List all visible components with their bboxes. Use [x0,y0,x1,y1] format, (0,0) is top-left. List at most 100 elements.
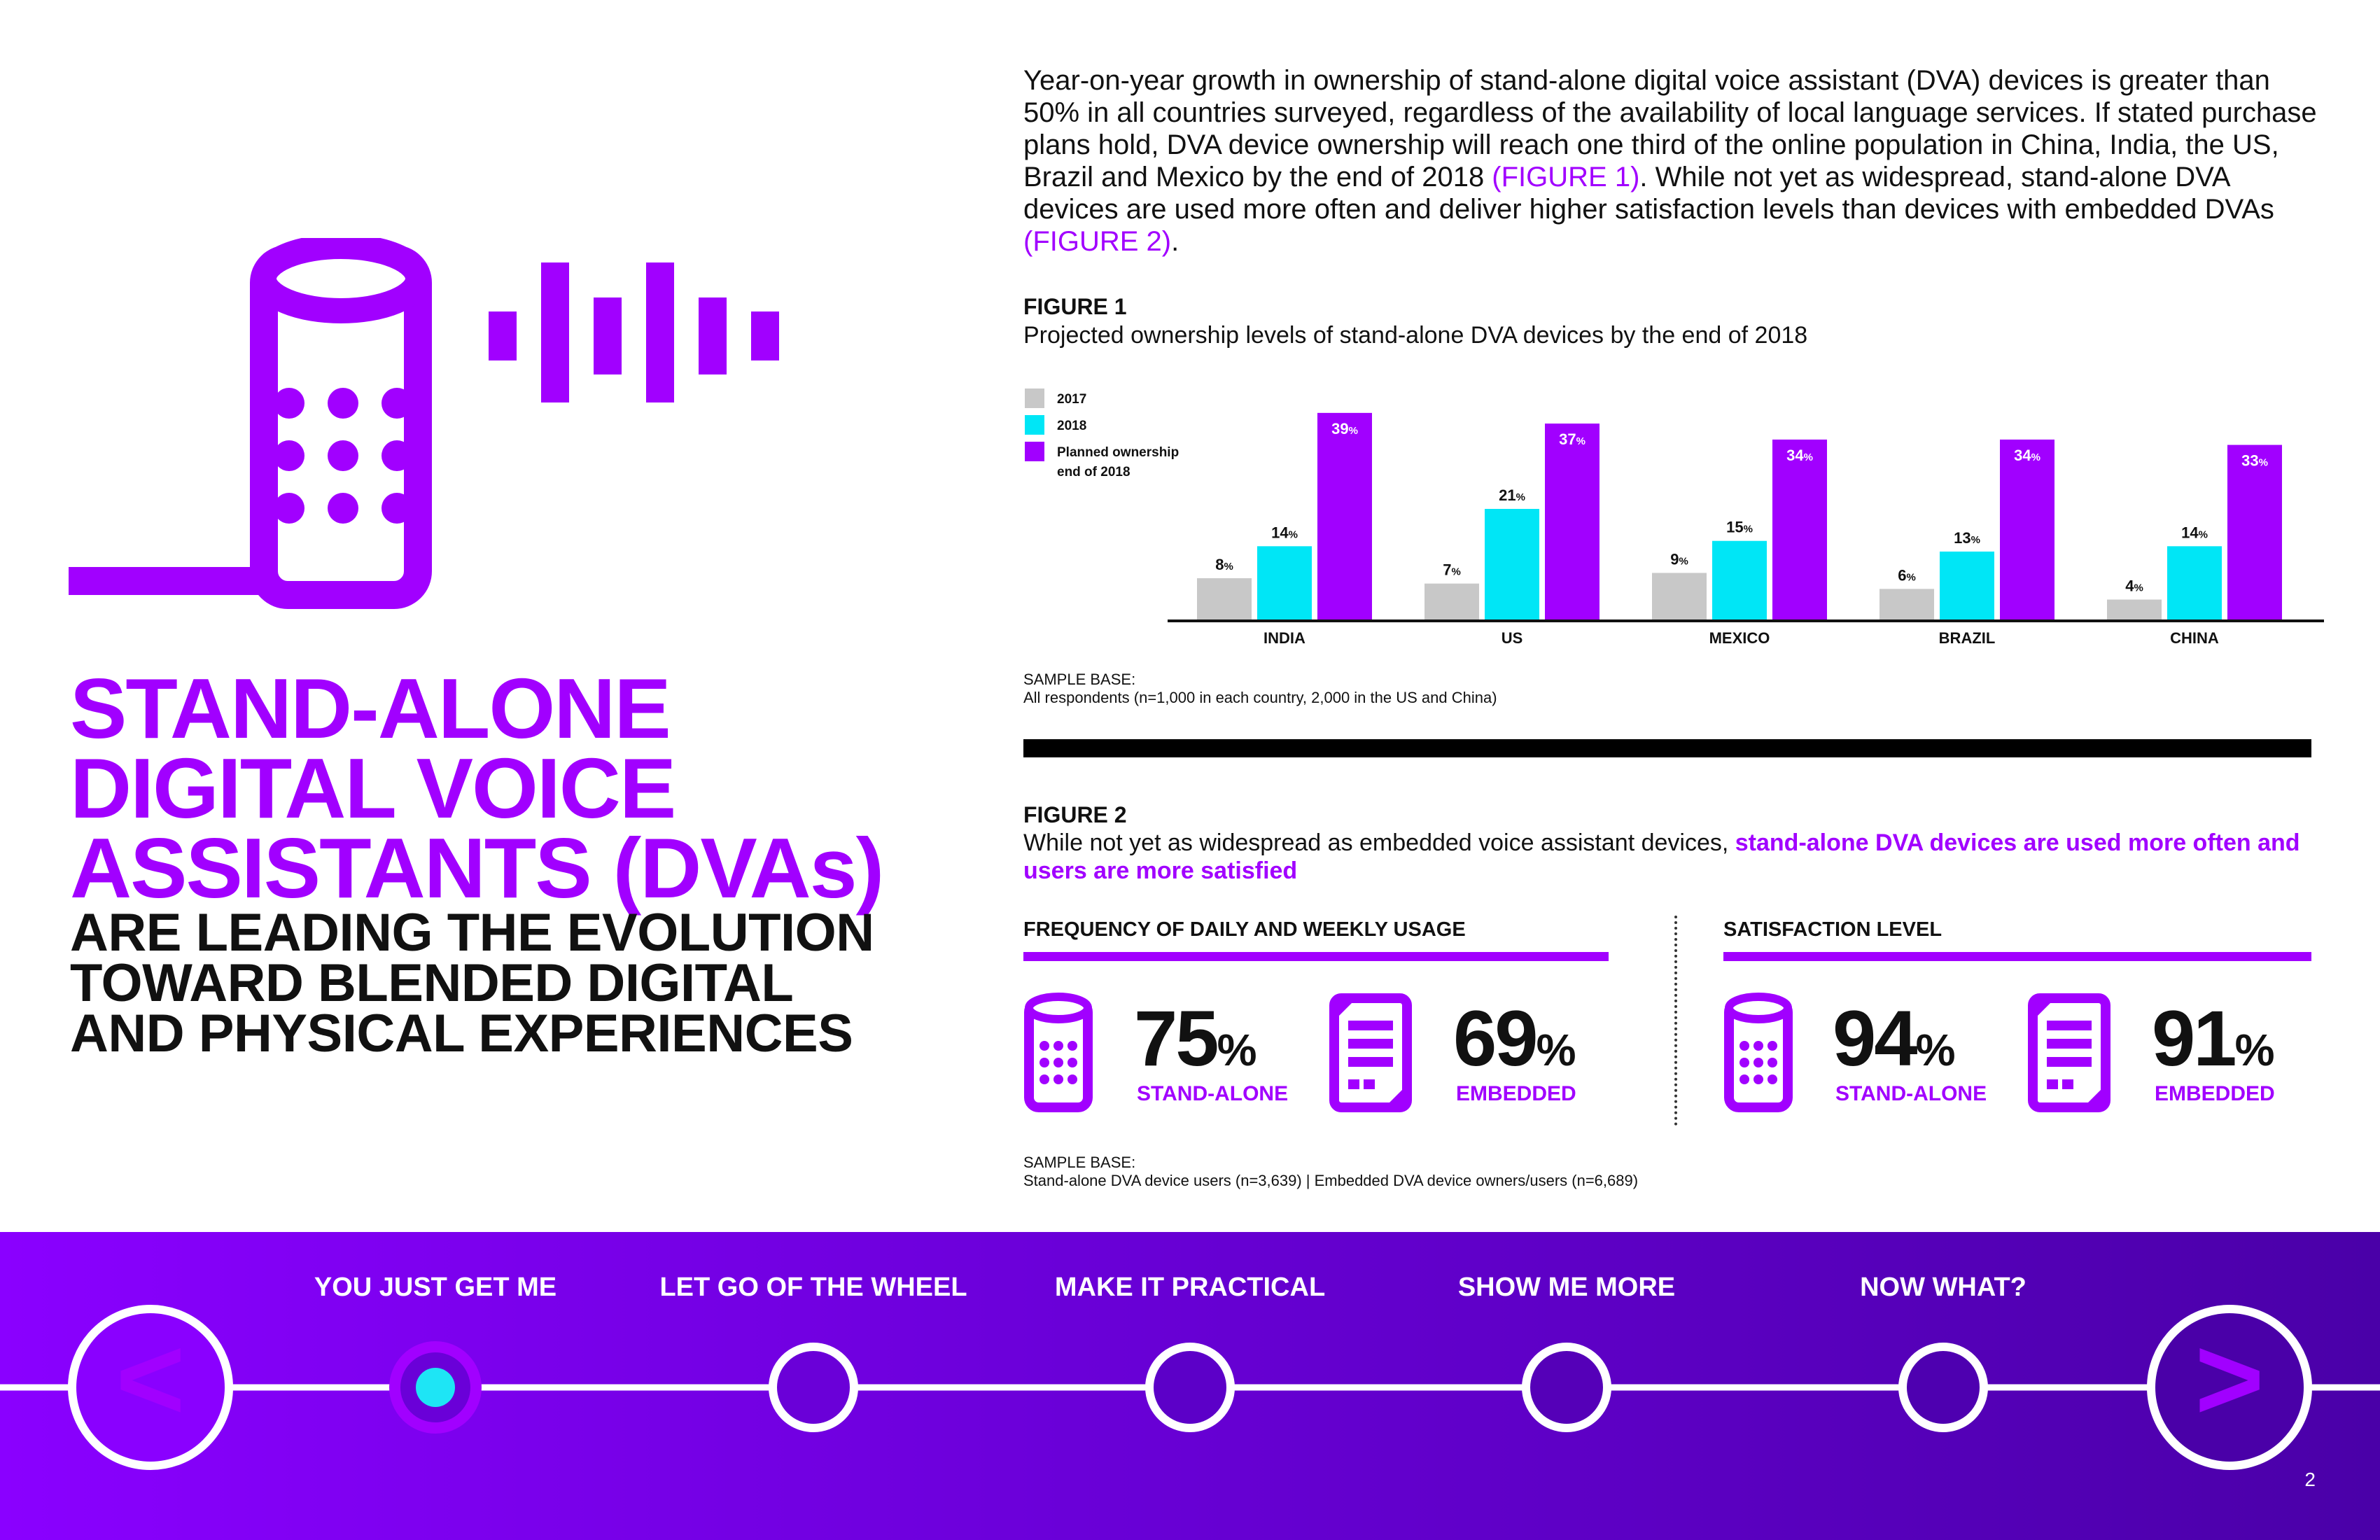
sound-wave-icon [489,262,779,402]
figure-2-sample-base-text: Stand-alone DVA device users (n=3,639) |… [1023,1172,1639,1189]
nav-node-2[interactable] [769,1343,858,1432]
data-label: 21% [1499,486,1525,504]
bar-us-planned [1545,424,1600,621]
legend-swatch-0 [1025,388,1044,408]
bar-india-2018 [1257,546,1312,621]
stat-frequency-embedded-value: 69% [1453,995,1576,1082]
bar-china-2018 [2167,546,2222,621]
nav-node-3[interactable] [1145,1343,1235,1432]
data-label: 15% [1726,519,1753,536]
headline-line-3: ASSISTANTS (DVAs) [70,820,884,916]
frequency-heading: FREQUENCY OF DAILY AND WEEKLY USAGE [1023,918,1466,941]
figure-2-link[interactable]: (FIGURE 2) [1023,226,1172,257]
headline-line-1: STAND-ALONE [70,661,671,756]
nav-node-1[interactable] [389,1341,482,1434]
category-label-mexico: MEXICO [1709,629,1770,647]
speaker-illustration [69,238,779,609]
figure-2-sample-base-label: SAMPLE BASE: [1023,1154,1136,1171]
data-label: 7% [1443,561,1461,579]
bar-brazil-planned [2000,439,2054,621]
data-label: 34% [2014,447,2040,464]
nav-item-show-me-more[interactable]: SHOW ME MORE [1457,1273,1676,1302]
category-label-us: US [1502,629,1523,647]
section-divider-bar [1023,739,2311,757]
intro-text-1: Year-on-year growth in ownership of stan… [1023,65,2317,192]
data-label: 4% [2125,578,2143,595]
stat-satisfaction-embedded-label: EMBEDDED [2155,1082,2275,1105]
navigation-timeline: < > [0,1305,2380,1470]
figure-2-subtitle-highlight: stand-alone DVA devices are used more of… [1023,830,2300,884]
chevron-left-icon: < [115,1312,185,1446]
figure-1-sample-base-text: All respondents (n=1,000 in each country… [1023,689,1497,706]
data-label: 13% [1954,529,1980,547]
page-number: 2 [2304,1469,2316,1490]
data-label: 33% [2241,452,2268,470]
nav-item-let-go-of-the-wheel[interactable]: LET GO OF THE WHEEL [659,1273,967,1302]
figure-1-subtitle: Projected ownership levels of stand-alon… [1023,322,1808,349]
bar-india-planned [1317,412,1372,621]
smart-speaker-icon [250,238,432,609]
category-label-india: INDIA [1264,629,1306,647]
legend-swatch-2 [1025,442,1044,461]
subheadline-line-2: TOWARD BLENDED DIGITAL [70,953,794,1013]
data-label: 8% [1215,556,1233,573]
bar-india-2017 [1197,578,1252,621]
bar-us-2018 [1485,509,1539,621]
stat-satisfaction-standalone-label: STAND-ALONE [1835,1082,1987,1105]
bar-mexico-2017 [1652,573,1707,621]
headline-line-2: DIGITAL VOICE [70,741,676,836]
figure-2-label: FIGURE 2 [1023,802,1127,827]
nav-node-5[interactable] [1898,1343,1988,1432]
stat-frequency-embedded-label: EMBEDDED [1456,1082,1576,1105]
bar-mexico-planned [1772,439,1827,621]
stat-frequency-standalone-value: 75% [1134,995,1257,1082]
figure-1-label: FIGURE 1 [1023,294,1127,319]
nav-node-4[interactable] [1522,1343,1611,1432]
figure-1-sample-base-label: SAMPLE BASE: [1023,671,1136,688]
data-label: 34% [1786,447,1813,464]
figure-2-subtitle: While not yet as widespread as embedded … [1023,829,2318,885]
prev-page-button[interactable]: < [68,1305,233,1470]
subheadline-line-1: ARE LEADING THE EVOLUTION [70,903,874,962]
stat-satisfaction-standalone-value: 94% [1833,995,1956,1082]
data-label: 39% [1331,420,1358,438]
bar-china-2017 [2107,599,2162,621]
intro-text-3: . [1171,226,1180,257]
nav-item-now-what[interactable]: NOW WHAT? [1860,1273,2026,1302]
nav-item-make-it-practical[interactable]: MAKE IT PRACTICAL [1054,1273,1326,1302]
bar-brazil-2017 [1879,589,1934,621]
figure-1-link[interactable]: (FIGURE 1) [1492,162,1640,192]
smart-speaker-icon [1024,993,1093,1112]
category-label-brazil: BRAZIL [1939,629,1996,647]
frequency-rule [1023,952,1609,961]
embedded-device-icon [2028,993,2110,1112]
bar-mexico-2018 [1712,540,1767,621]
satisfaction-heading: SATISFACTION LEVEL [1723,918,1942,941]
data-label: 6% [1898,566,1916,584]
legend-label-2: Planned ownership [1057,445,1179,460]
data-label: 14% [2181,524,2208,541]
legend-label-1: 2018 [1057,419,1086,433]
ownership-bar-chart: 2017 2018 Planned ownership end of 2018 8% 1… [1025,388,2324,647]
panel-divider [1674,916,1677,1126]
chart-legend: 2017 2018 Planned ownership end of 2018 [1025,388,1179,479]
data-label: 14% [1271,524,1298,541]
next-page-button[interactable]: > [2147,1305,2312,1470]
figure-2-subtitle-plain: While not yet as widespread as embedded … [1023,830,1735,856]
bar-china-planned [2227,444,2282,621]
stat-satisfaction-embedded-value: 91% [2152,995,2275,1082]
chevron-right-icon: > [2194,1312,2264,1446]
intro-text-2: . While not yet as widespread, stand-alo… [1023,162,2274,225]
embedded-device-icon [1329,993,1412,1112]
legend-label-0: 2017 [1057,392,1086,407]
satisfaction-rule [1723,952,2311,961]
chart-bars: 8% 14% 39% 7% 21% 37% 9% 15% 34% 6% 13% 34% 4% 14% 33% [1197,412,2282,621]
intro-paragraph: Year-on-year growth in ownership of stan… [1023,64,2318,258]
bar-brazil-2018 [1940,551,1994,621]
data-label: 9% [1670,550,1688,568]
legend-swatch-1 [1025,415,1044,435]
nav-item-you-just-get-me[interactable]: YOU JUST GET ME [314,1273,557,1302]
active-dot-icon [416,1368,455,1407]
subheadline-line-3: AND PHYSICAL EXPERIENCES [70,1004,853,1063]
data-label: 37% [1559,430,1586,448]
